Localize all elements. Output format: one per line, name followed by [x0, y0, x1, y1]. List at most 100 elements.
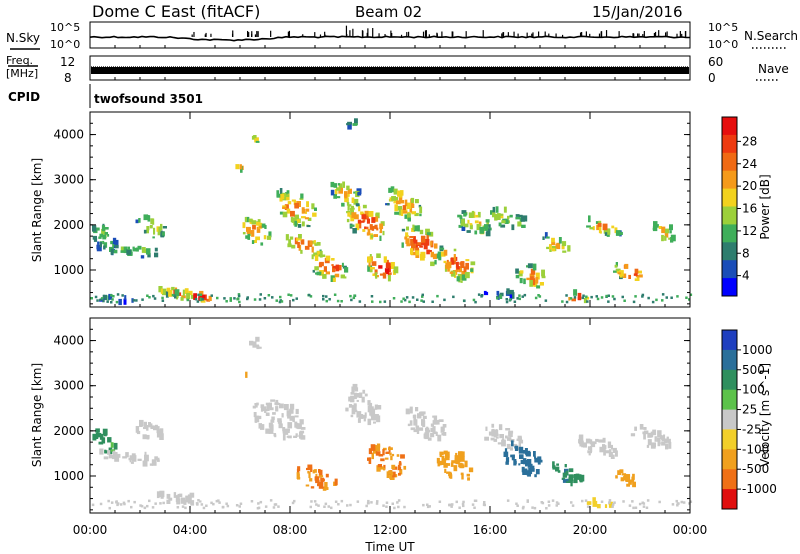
power-cell — [137, 245, 142, 250]
power-cell — [294, 214, 299, 221]
velocity-cell — [426, 426, 429, 434]
velocity-cell — [354, 404, 357, 411]
power-cell — [470, 268, 474, 272]
power-cell — [364, 214, 369, 220]
power-cell — [392, 297, 396, 300]
power-cell — [343, 276, 347, 279]
velocity-cell — [115, 500, 118, 503]
power-cell — [400, 300, 403, 303]
velocity-cell — [444, 468, 447, 473]
power-cell — [358, 206, 361, 212]
power-cell — [621, 295, 624, 299]
power-cell — [404, 236, 408, 240]
power-cell — [396, 200, 401, 205]
power-cell — [469, 224, 473, 230]
velocity-cell — [323, 505, 326, 508]
power-cell — [537, 294, 540, 297]
power-cell — [123, 298, 127, 305]
power-cell — [131, 298, 134, 303]
power-cell — [379, 300, 382, 304]
velocity-cell — [294, 421, 298, 428]
power-cell — [551, 248, 556, 252]
velocity-cell — [547, 504, 551, 507]
power-cell — [158, 226, 162, 233]
power-cell — [160, 223, 163, 230]
power-cell — [632, 300, 636, 304]
velocity-cell — [256, 345, 260, 350]
velocity-cell — [441, 433, 446, 436]
velocity-cell — [367, 499, 370, 503]
power-cell — [331, 258, 335, 261]
power-cell — [333, 194, 337, 199]
power-cell — [499, 213, 504, 216]
velocity-cell — [238, 505, 241, 508]
power-cell — [379, 231, 382, 234]
velocity-cell — [113, 452, 118, 458]
power-cell — [366, 218, 370, 224]
velocity-cell — [110, 501, 114, 504]
beam-title: Beam 02 — [355, 3, 422, 21]
power-cell — [112, 295, 115, 298]
velocity-cell — [282, 427, 286, 434]
power-cell — [346, 185, 350, 191]
power-cell — [669, 230, 672, 234]
power-cell — [379, 273, 384, 276]
power-cell — [598, 220, 602, 224]
velocity-cell — [552, 461, 555, 469]
power-cell — [368, 262, 371, 267]
power-cell — [390, 186, 395, 193]
velocity-cell — [250, 500, 254, 503]
velocity-cell — [518, 446, 524, 454]
power-cell — [546, 246, 550, 250]
power-cell — [407, 217, 411, 222]
velocity-cell — [391, 453, 395, 457]
velocity-cell — [135, 426, 140, 433]
power-cell — [486, 219, 489, 227]
velocity-cell — [389, 452, 392, 456]
power-cell — [413, 225, 419, 232]
power-cell — [344, 267, 349, 273]
power-cell — [314, 207, 317, 211]
velocity-cell — [602, 444, 606, 451]
velocity-cell — [516, 504, 519, 507]
x-tick-label: 12:00 — [373, 523, 408, 537]
power-cell — [595, 221, 600, 224]
power-cell — [312, 212, 317, 217]
power-cell — [96, 244, 99, 250]
power-cell — [538, 295, 542, 298]
velocity-cell — [596, 504, 601, 509]
power-cell — [233, 297, 236, 300]
velocity-cell — [643, 430, 649, 434]
power-cell — [452, 295, 455, 299]
velocity-cell — [359, 416, 364, 419]
velocity-cell — [645, 506, 649, 509]
velocity-cell — [443, 459, 447, 465]
velocity-cell — [315, 503, 318, 506]
power-cell — [146, 226, 150, 231]
power-cell — [332, 265, 337, 269]
power-cell — [595, 295, 598, 298]
power-cell — [669, 224, 673, 231]
power-cell — [402, 211, 408, 214]
velocity-cell — [379, 466, 384, 470]
velocity-cell — [378, 454, 384, 457]
velocity-cell — [125, 452, 129, 458]
velocity-cell — [210, 501, 213, 505]
power-cell — [495, 206, 499, 213]
velocity-cell — [552, 465, 556, 470]
velocity-cell — [675, 499, 678, 503]
power-cell — [103, 242, 108, 248]
power-cell — [162, 226, 167, 229]
power-cell — [665, 296, 668, 299]
power-cell — [496, 297, 499, 300]
power-cell — [401, 228, 406, 232]
colorbar-segment — [722, 409, 737, 430]
velocity-cell — [634, 426, 637, 431]
colorbar-segment — [722, 449, 737, 470]
velocity-cell — [130, 461, 134, 464]
power-cell — [477, 293, 481, 296]
velocity-cell — [586, 438, 591, 442]
velocity-cell — [287, 412, 291, 419]
power-cell — [208, 295, 212, 301]
velocity-cell — [602, 437, 606, 443]
